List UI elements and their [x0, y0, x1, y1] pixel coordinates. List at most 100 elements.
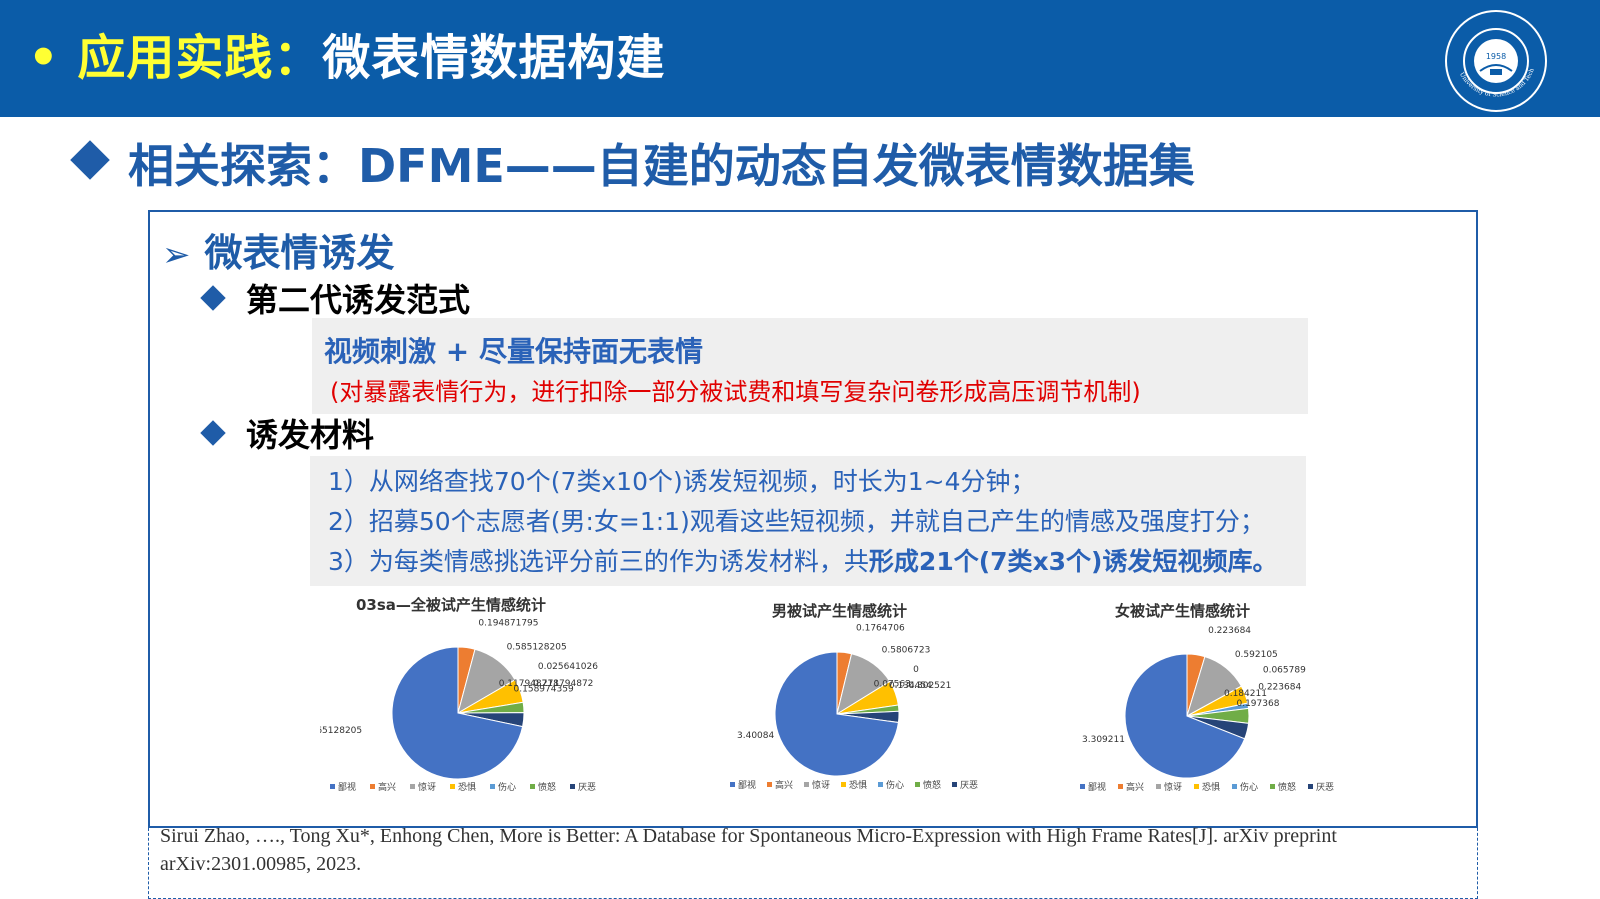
- university-logo-icon: 1958 University of Science and Technolog…: [1438, 9, 1547, 112]
- materials-box: [310, 456, 1306, 586]
- subsection-heading-text: 第二代诱发范式: [246, 281, 471, 319]
- data-label: 0.223684: [1258, 683, 1301, 693]
- arrow-right-icon: ➢: [162, 235, 191, 275]
- section-subtitle: 相关探索：DFME——自建的动态自发微表情数据集: [70, 130, 1195, 196]
- legend-swatch: [730, 782, 735, 787]
- data-label: 0.194871795: [478, 619, 538, 629]
- legend-swatch: [370, 784, 375, 789]
- data-label: 3.309211: [1082, 735, 1125, 745]
- data-label: 0.1764706: [856, 624, 905, 634]
- chart-title: 03sa—全被试产生情感统计: [356, 596, 546, 614]
- legend-label: 伤心: [498, 781, 516, 793]
- data-label: 0.197368: [1236, 699, 1279, 709]
- title-bullet: •: [28, 30, 60, 86]
- legend-label: 厌恶: [960, 780, 978, 791]
- data-label: 3.365128205: [320, 726, 362, 736]
- list-item: 2）招募50个志愿者(男:女=1:1)观看这些短视频，并就自己产生的情感及强度打…: [328, 507, 1265, 536]
- legend-label: 伤心: [1240, 781, 1258, 793]
- legend-label: 愤怒: [923, 779, 941, 791]
- subsection-heading-paradigm: 第二代诱发范式: [200, 275, 471, 321]
- legend-label: 愤怒: [1278, 781, 1296, 793]
- legend-swatch: [450, 784, 455, 789]
- pie-chart-female: 0.223684 0.592105 0.223684 0.065789 0.184211…: [1080, 626, 1334, 793]
- data-label: 0.592105: [1235, 650, 1278, 660]
- content-panel: [148, 210, 1478, 828]
- legend-swatch: [490, 784, 495, 789]
- chart-title: 男被试产生情感统计: [772, 602, 908, 620]
- legend-label: 伤心: [886, 779, 904, 791]
- legend-swatch: [878, 782, 883, 787]
- diamond-icon: [200, 285, 226, 311]
- title-white: 微表情数据构建: [322, 30, 666, 86]
- title-yellow: 应用实践：: [77, 30, 323, 86]
- legend-label: 鄙视: [338, 781, 356, 793]
- paradigm-note: (对暴露表情行为，进行扣除一部分被试费和填写复杂问卷形成高压调节机制): [330, 378, 1141, 406]
- data-label: 0.134454: [889, 681, 932, 691]
- page-title: • 应用实践：微表情数据构建: [28, 18, 665, 88]
- data-label: 0.184211: [1224, 689, 1267, 699]
- pie-slice-鄙视: [774, 651, 899, 777]
- legend-swatch: [1118, 784, 1123, 789]
- legend-swatch: [330, 784, 335, 789]
- legend-label: 鄙视: [1088, 781, 1106, 793]
- legend-label: 惊讶: [812, 779, 830, 791]
- data-label: 0: [913, 665, 919, 675]
- pie-chart-all: 0.194871795 0.585128205 0.271794872 0.02564…: [320, 619, 598, 793]
- paradigm-box: [312, 318, 1308, 414]
- legend-swatch: [952, 782, 957, 787]
- data-label: 0.065789: [1263, 665, 1306, 675]
- diamond-icon: [70, 140, 110, 180]
- data-label: 0.158974359: [514, 685, 574, 695]
- diamond-icon: [200, 420, 226, 446]
- logo-year: 1958: [1486, 52, 1506, 61]
- data-label: 3.40084: [737, 731, 774, 741]
- header-bar: [0, 0, 1600, 117]
- legend-swatch: [410, 784, 415, 789]
- reference-citation: Sirui Zhao, …., Tong Xu*, Enhong Chen, M…: [160, 825, 1337, 875]
- pie-slice-鄙视: [1124, 653, 1246, 779]
- legend-label: 高兴: [1126, 781, 1144, 793]
- data-label: 0.585128205: [507, 642, 567, 652]
- subsection-heading-text: 诱发材料: [246, 416, 375, 454]
- legend-swatch: [841, 782, 846, 787]
- subsection-heading-materials: 诱发材料: [200, 410, 375, 456]
- list-item: 3）为每类情感挑选评分前三的作为诱发材料，共形成21个(7类x3个)诱发短视频库…: [328, 542, 1277, 582]
- legend-label: 高兴: [378, 781, 396, 793]
- legend-label: 惊讶: [1164, 781, 1182, 793]
- section-heading: ➢ 微表情诱发: [162, 222, 395, 277]
- list-item-emphasis: 形成21个(7类x3个)诱发短视频库。: [868, 547, 1278, 576]
- legend-label: 鄙视: [738, 779, 756, 791]
- legend-swatch: [1308, 784, 1313, 789]
- legend-swatch: [1156, 784, 1161, 789]
- chart-title: 女被试产生情感统计: [1115, 602, 1251, 620]
- list-item-text: 3）为每类情感挑选评分前三的作为诱发材料，共: [328, 547, 869, 576]
- data-label: 0.271794872: [533, 679, 593, 689]
- legend-swatch: [570, 784, 575, 789]
- legend-swatch: [915, 782, 920, 787]
- legend-label: 恐惧: [849, 779, 867, 791]
- section-heading-text: 微表情诱发: [204, 231, 395, 275]
- legend-label: 厌恶: [578, 782, 596, 793]
- legend-label: 恐惧: [458, 781, 476, 793]
- legend-swatch: [804, 782, 809, 787]
- data-label: 0.223684: [1208, 626, 1251, 636]
- legend-label: 愤怒: [538, 781, 556, 793]
- list-item: 1）从网络查找70个(7类x10个)诱发短视频，时长为1~4分钟；: [328, 467, 1036, 496]
- pie-chart-male: 0.1764706 0.5806723 0.302521 00.075630.1344…: [730, 624, 978, 791]
- subtitle-text: 相关探索：DFME——自建的动态自发微表情数据集: [128, 139, 1195, 193]
- pie-slice-鄙视: [391, 646, 524, 780]
- legend-label: 惊讶: [418, 781, 436, 793]
- data-label: 0.025641026: [538, 662, 598, 672]
- legend-swatch: [1080, 784, 1085, 789]
- legend-swatch: [1194, 784, 1199, 789]
- legend-swatch: [1270, 784, 1275, 789]
- data-label: 0.07563: [874, 679, 911, 689]
- legend-swatch: [530, 784, 535, 789]
- data-label: 0.117948718: [499, 679, 559, 689]
- legend-swatch: [1232, 784, 1237, 789]
- legend-label: 厌恶: [1316, 782, 1334, 793]
- legend-swatch: [767, 782, 772, 787]
- data-label: 0.302521: [908, 681, 951, 691]
- legend-label: 恐惧: [1202, 781, 1220, 793]
- data-label: 0.5806723: [882, 645, 931, 655]
